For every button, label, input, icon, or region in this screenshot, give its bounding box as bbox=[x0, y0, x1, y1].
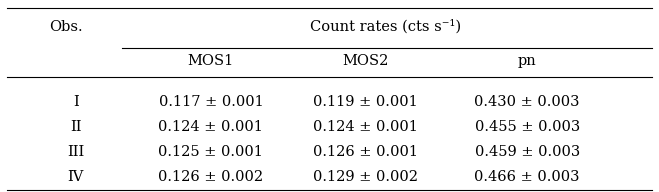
Text: Count rates (cts s⁻¹): Count rates (cts s⁻¹) bbox=[310, 20, 461, 34]
Text: 0.455 ± 0.003: 0.455 ± 0.003 bbox=[474, 120, 580, 134]
Text: 0.124 ± 0.001: 0.124 ± 0.001 bbox=[158, 120, 264, 134]
Text: MOS1: MOS1 bbox=[188, 55, 234, 68]
Text: III: III bbox=[67, 145, 84, 159]
Text: 0.129 ± 0.002: 0.129 ± 0.002 bbox=[313, 170, 418, 184]
Text: pn: pn bbox=[518, 55, 536, 68]
Text: MOS2: MOS2 bbox=[343, 55, 389, 68]
Text: 0.126 ± 0.001: 0.126 ± 0.001 bbox=[313, 145, 418, 159]
Text: 0.430 ± 0.003: 0.430 ± 0.003 bbox=[474, 95, 580, 109]
Text: 0.126 ± 0.002: 0.126 ± 0.002 bbox=[158, 170, 264, 184]
Text: 0.459 ± 0.003: 0.459 ± 0.003 bbox=[474, 145, 580, 159]
Text: I: I bbox=[73, 95, 78, 109]
Text: 0.466 ± 0.003: 0.466 ± 0.003 bbox=[474, 170, 580, 184]
Text: 0.125 ± 0.001: 0.125 ± 0.001 bbox=[158, 145, 264, 159]
Text: 0.119 ± 0.001: 0.119 ± 0.001 bbox=[314, 95, 418, 109]
Text: 0.117 ± 0.001: 0.117 ± 0.001 bbox=[159, 95, 263, 109]
Text: Obs.: Obs. bbox=[49, 20, 83, 34]
Text: 0.124 ± 0.001: 0.124 ± 0.001 bbox=[313, 120, 418, 134]
Text: IV: IV bbox=[68, 170, 84, 184]
Text: II: II bbox=[70, 120, 82, 134]
